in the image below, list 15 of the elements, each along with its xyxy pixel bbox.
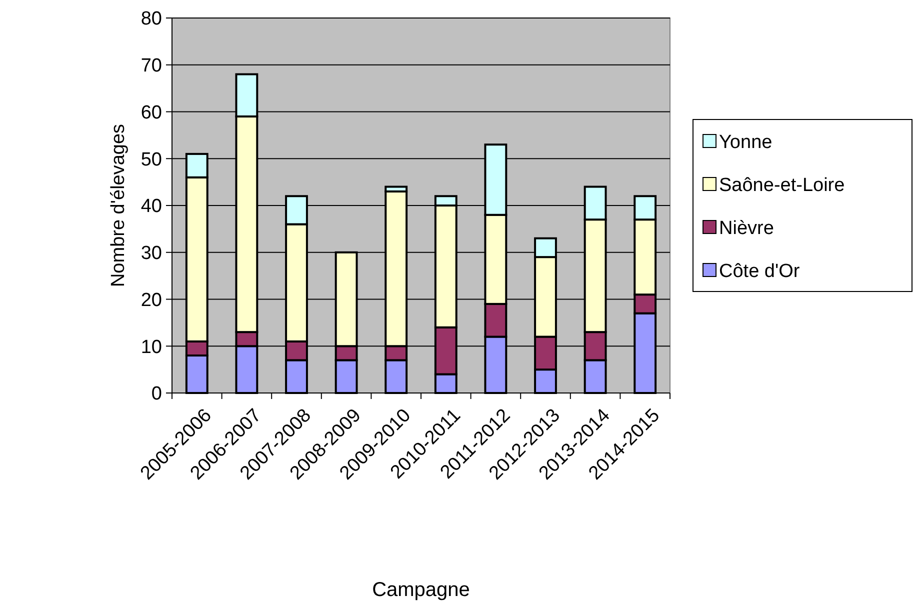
legend-label: Saône-et-Loire	[719, 175, 845, 196]
y-tick-label: 50	[140, 149, 162, 170]
y-tick-label: 40	[140, 196, 162, 218]
y-tick-label: 60	[140, 102, 162, 124]
y-tick-label: 70	[140, 56, 162, 77]
legend-label: Yonne	[719, 132, 772, 154]
y-tick-label: 10	[140, 336, 162, 358]
y-tick-label: 80	[140, 8, 162, 30]
y-tick-label: 20	[140, 290, 162, 311]
legend-label: Nièvre	[719, 218, 774, 240]
x-axis-title: Campagne	[372, 579, 470, 601]
y-tick-label: 0	[151, 384, 162, 405]
y-tick-label: 30	[140, 243, 162, 264]
legend-label: Côte d'Or	[719, 261, 800, 282]
y-axis-title: Nombre d'élevages	[108, 124, 129, 288]
